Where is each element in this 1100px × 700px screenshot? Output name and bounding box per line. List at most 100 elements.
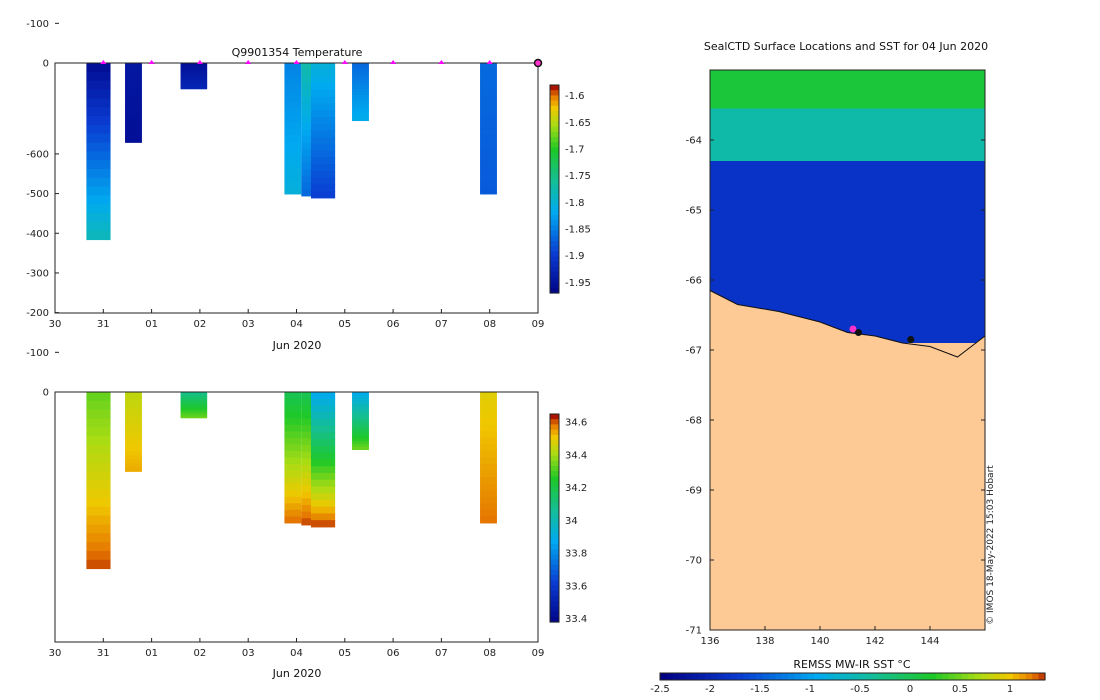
sst-colorbar-segment [717,673,725,680]
colorbar-segment [550,590,559,597]
profile-0-cell [86,133,111,143]
sst-colorbar-tick-label: -0.5 [850,684,870,695]
profile-0-cell [86,400,111,411]
colorbar-segment [550,261,559,268]
profile-0-cell [86,480,111,490]
profile-4-cell [301,518,311,526]
profile-4-cell [301,392,311,400]
colorbar-segment [550,111,559,117]
profile-3-cell [284,76,302,84]
profile-3-cell [284,174,302,182]
profile-5-cell [310,425,336,433]
y-tick-label: -100 [26,19,49,30]
profile-3-cell [284,180,302,188]
profile-4-cell [301,498,311,506]
colorbar-tick-label: 33.6 [565,581,587,592]
colorbar-segment [550,445,559,451]
profile-6-cell [352,106,369,110]
colorbar-tick-label: 34.4 [565,450,587,461]
profile-2-cell [180,413,208,416]
sst-colorbar-segment [935,673,943,680]
profile-7-cell [480,411,497,419]
profile-3-cell [284,63,302,71]
temperature-panel: Q9901354 Temperature 30 31 01 02 03 04 05 06 07 0… [26,19,591,352]
profile-5-cell [310,418,336,427]
colorbar-segment [550,544,559,550]
profile-4-cell [301,149,311,157]
colorbar-segment [550,194,559,200]
profile-0-cell [86,98,111,108]
y-tick-label: -200 [26,308,49,319]
profile-5-cell [310,191,336,199]
map-y-tick-label: -70 [686,556,702,567]
colorbar-segment [550,616,559,623]
profile-6-cell [352,103,369,107]
profile-7-cell [480,154,497,162]
sst-colorbar-segment [1032,673,1040,680]
temperature-xlabel: Jun 2020 [272,339,322,352]
profile-6-cell [352,423,369,428]
profile-4-cell [301,175,311,184]
sst-colorbar-segment [826,673,834,680]
profile-1-cell [125,447,142,453]
profile-5-cell [310,432,336,440]
y-tick-label: -600 [26,149,49,160]
profile-0-cell [86,462,111,472]
profile-6-cell [352,68,369,73]
profile-7-cell [480,76,497,84]
map-x-tick-label: 136 [700,636,719,647]
x-tick-label: 05 [338,648,351,659]
colorbar-tick-label: -1.7 [565,145,585,156]
colorbar-segment [550,142,559,148]
colorbar-tick-label: -1.85 [565,225,591,236]
profile-3-cell [284,128,302,136]
profile-6-cell [352,440,369,445]
x-tick-label: 04 [290,319,303,330]
sst-colorbar-segment [871,673,879,680]
colorbar-segment [550,564,559,571]
profile-2-cell [180,412,208,415]
profile-4-cell [301,491,311,499]
profile-4-cell [301,169,311,177]
profile-1-cell [125,66,142,72]
profile-3-cell [284,167,302,175]
profile-7-cell [480,187,497,195]
profile-4-cell [301,445,311,453]
profile-4-cell [301,478,311,486]
colorbar-segment [550,466,559,472]
profile-6-cell [352,77,369,81]
profile-7-cell [480,398,497,406]
colorbar-segment [550,450,559,457]
profile-7-cell [480,464,497,472]
x-tick-label: 08 [483,648,496,659]
map-y-tick-label: -69 [686,486,702,497]
colorbar-segment [550,131,559,138]
profile-0-cell [86,453,111,464]
profile-3-cell [284,470,302,478]
profile-6-cell [352,74,369,78]
colorbar-segment [550,282,559,289]
sst-colorbar-segment [987,673,995,680]
profile-5-cell [310,69,336,77]
profile-1-cell [125,94,142,100]
colorbar-segment [550,518,559,524]
colorbar-segment [550,85,559,91]
sst-colorbar-segment [692,673,700,680]
sst-colorbar-segment [948,673,956,680]
profile-7-cell [480,457,497,465]
seal-position [855,329,862,336]
surface-marker [245,60,252,64]
map-y-tick-label: -71 [686,626,702,637]
profile-5-cell [310,110,336,118]
profile-4-cell [301,405,311,413]
profile-2-cell [180,74,208,77]
colorbar-segment [550,147,559,154]
profile-0-cell [86,107,111,117]
surface-marker [390,60,397,64]
profile-3-cell [284,148,302,156]
profile-6-cell [352,71,369,76]
profile-1-cell [125,403,142,409]
profile-5-cell [310,184,336,192]
profile-5-cell [310,123,336,131]
